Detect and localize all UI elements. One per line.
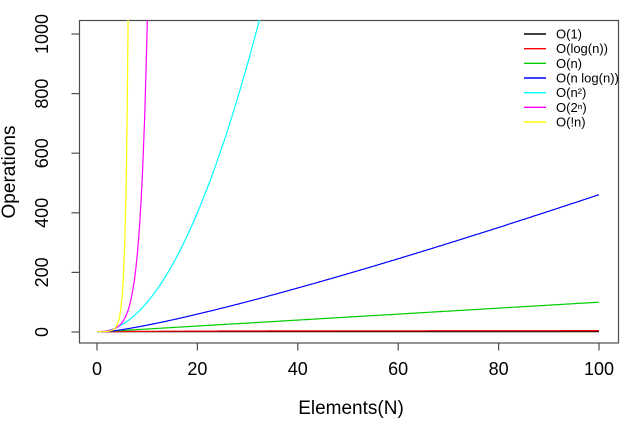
- legend-entry: O(log(n)): [524, 41, 608, 56]
- y-tick-label: 600: [32, 138, 52, 168]
- legend: O(1) O(log(n)) O(n) O(n log(n)) O(n²) O(…: [524, 27, 619, 130]
- legend-entry: O(n): [524, 56, 582, 71]
- x-tick-label: 100: [584, 359, 614, 379]
- x-tick-label: 60: [388, 359, 408, 379]
- legend-entry: O(n²): [524, 85, 586, 100]
- curve-quadratic: [97, 20, 260, 333]
- legend-label: O(n): [556, 56, 582, 71]
- legend-label: O(2ⁿ): [556, 100, 587, 115]
- curve-linear: [96, 301, 600, 333]
- curve-nlogn: [101, 194, 600, 333]
- x-axis-title: Elements(N): [298, 398, 404, 419]
- x-tick-label: 0: [92, 359, 102, 379]
- x-tick-label: 20: [187, 359, 207, 379]
- curve-factorial: [97, 20, 129, 333]
- legend-label: O(n²): [556, 85, 586, 100]
- y-tick-label: 1000: [32, 14, 52, 54]
- y-tick-label: 800: [32, 79, 52, 109]
- plot-box: [78, 19, 620, 344]
- y-axis-tick-labels: 0 200 400 600 800 1000: [32, 14, 52, 337]
- curve-log: [101, 330, 599, 333]
- x-tick-label: 40: [288, 359, 308, 379]
- y-tick-label: 0: [32, 327, 52, 337]
- legend-entry: O(1): [524, 27, 582, 42]
- y-tick-label: 200: [32, 257, 52, 287]
- legend-entry: O(!n): [524, 115, 586, 130]
- legend-label: O(1): [556, 27, 582, 42]
- series-curves: [96, 20, 600, 333]
- legend-label: O(!n): [556, 115, 586, 130]
- legend-entry: O(n log(n)): [524, 71, 619, 86]
- legend-label: O(log(n)): [556, 41, 608, 56]
- x-axis-tick-labels: 0 20 40 60 80 100: [92, 359, 614, 379]
- legend-label: O(n log(n)): [556, 71, 619, 86]
- y-axis-title: Operations: [0, 126, 20, 219]
- legend-entry: O(2ⁿ): [524, 100, 587, 115]
- curve-exponential: [96, 20, 148, 333]
- x-tick-label: 80: [489, 359, 509, 379]
- y-axis: [71, 33, 79, 333]
- x-axis: [96, 343, 600, 351]
- y-tick-label: 400: [32, 198, 52, 228]
